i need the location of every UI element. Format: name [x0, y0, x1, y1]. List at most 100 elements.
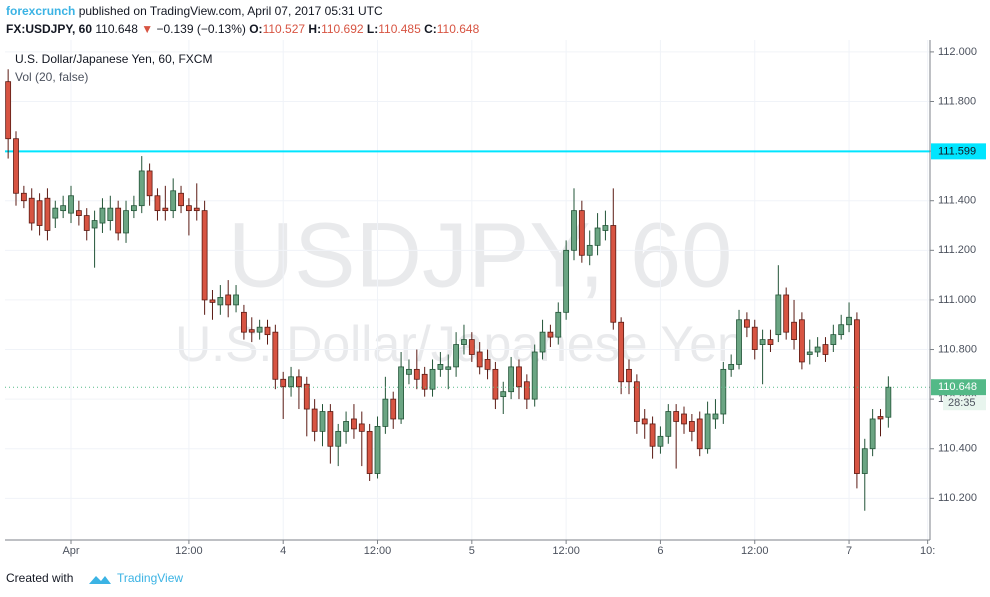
candle-body — [327, 411, 334, 447]
candle-body — [720, 368, 727, 415]
candle-body — [681, 413, 687, 425]
close-value: 110.648 — [437, 22, 480, 36]
author: forexcrunch — [6, 4, 75, 18]
footer-brand[interactable]: TradingView — [117, 571, 183, 585]
price: 110.648 — [95, 22, 138, 36]
x-tick-label: 5 — [469, 545, 475, 557]
candle-body — [885, 386, 892, 418]
candle-body — [468, 339, 475, 355]
candle-body — [162, 207, 169, 212]
watermark: USDJPY, 60 — [228, 204, 733, 306]
candle-body — [358, 423, 365, 432]
candle-body — [178, 192, 184, 207]
header-line: forexcrunch published on TradingView.com… — [6, 4, 383, 18]
candle-body — [688, 421, 695, 432]
candle-body — [759, 339, 766, 345]
candle-body — [241, 311, 247, 333]
candle-body — [586, 244, 593, 256]
published: published on TradingView.com, April 07, … — [79, 4, 383, 18]
candle-body — [170, 190, 177, 212]
candle-body — [791, 321, 797, 341]
y-tick-label: 111.400 — [938, 195, 976, 207]
candle-body — [374, 426, 381, 474]
logo — [89, 576, 111, 584]
candle-body — [60, 205, 67, 212]
high-label: H: — [308, 22, 321, 36]
candle-body — [351, 418, 357, 430]
x-tick-label: 12:00 — [552, 545, 580, 557]
last-price-box — [931, 379, 986, 396]
x-tick-label: 6 — [657, 545, 663, 557]
high-value: 110.692 — [321, 22, 364, 36]
candle-body — [256, 326, 263, 333]
candle-body — [728, 364, 735, 370]
candle-body — [217, 297, 224, 306]
x-tick-label: 4 — [280, 545, 286, 557]
candle-body — [303, 383, 310, 410]
candle-body — [594, 227, 601, 246]
arrow: ▼ — [141, 22, 153, 36]
y-tick-label: 111.800 — [938, 95, 976, 107]
candle-body — [52, 207, 59, 219]
candle-body — [28, 197, 35, 224]
x-tick-label: 7 — [846, 545, 852, 557]
candle-body — [311, 408, 318, 432]
candle-body — [75, 210, 82, 216]
candle-body — [138, 170, 145, 207]
candle-body — [453, 344, 460, 368]
candle-body — [36, 200, 43, 226]
candle-body — [869, 418, 876, 450]
candle-body — [193, 207, 200, 212]
x-tick-label: 12:00 — [175, 545, 203, 557]
candle-body — [877, 416, 884, 420]
candle-body — [366, 430, 373, 474]
chart-subtitle: Vol (20, false) — [15, 70, 88, 84]
candle-body — [736, 319, 742, 365]
candle-body — [445, 366, 452, 370]
y-tick-label: 110.200 — [938, 492, 977, 504]
candle-body — [492, 368, 499, 400]
y-tick-label: 111.000 — [938, 294, 976, 306]
candle-body — [107, 207, 114, 221]
candle-body — [767, 339, 774, 345]
candle-body — [209, 299, 216, 303]
chart-title: U.S. Dollar/Japanese Yen, 60, FXCM — [15, 52, 212, 66]
candle-body — [5, 81, 12, 140]
candle-body — [814, 346, 821, 353]
candle-body — [618, 321, 625, 383]
candle-body — [248, 329, 255, 333]
low-value: 110.485 — [378, 22, 421, 36]
candle-body — [838, 324, 845, 336]
candle-body — [476, 351, 483, 368]
candle-body — [185, 205, 192, 212]
candle-body — [602, 225, 609, 231]
candle-body — [563, 249, 570, 313]
candle-body — [673, 411, 680, 422]
candle-body — [343, 421, 349, 432]
candle-body — [696, 418, 703, 450]
candle-body — [429, 368, 436, 390]
candle-body — [798, 319, 805, 363]
change: −0.139 (−0.13%) — [156, 22, 245, 36]
candle-body — [115, 207, 122, 234]
candle-body — [91, 220, 98, 229]
candle-body — [633, 381, 640, 422]
last-price-label: 110.648 — [938, 381, 977, 393]
candle-body — [751, 326, 758, 350]
candle-body — [398, 366, 404, 420]
candle-body — [335, 430, 342, 447]
candle-body — [296, 376, 302, 388]
candle-body — [264, 326, 271, 336]
x-tick-label: Apr — [62, 545, 79, 557]
candle-body — [500, 391, 507, 398]
candle-body — [130, 205, 137, 212]
open-label: O: — [249, 22, 262, 36]
countdown: 28:35 — [948, 397, 976, 409]
candle-body — [861, 448, 868, 474]
candle-body — [523, 381, 530, 400]
candle-body — [99, 207, 106, 224]
candle-body — [846, 316, 852, 326]
candle-body — [225, 294, 232, 306]
